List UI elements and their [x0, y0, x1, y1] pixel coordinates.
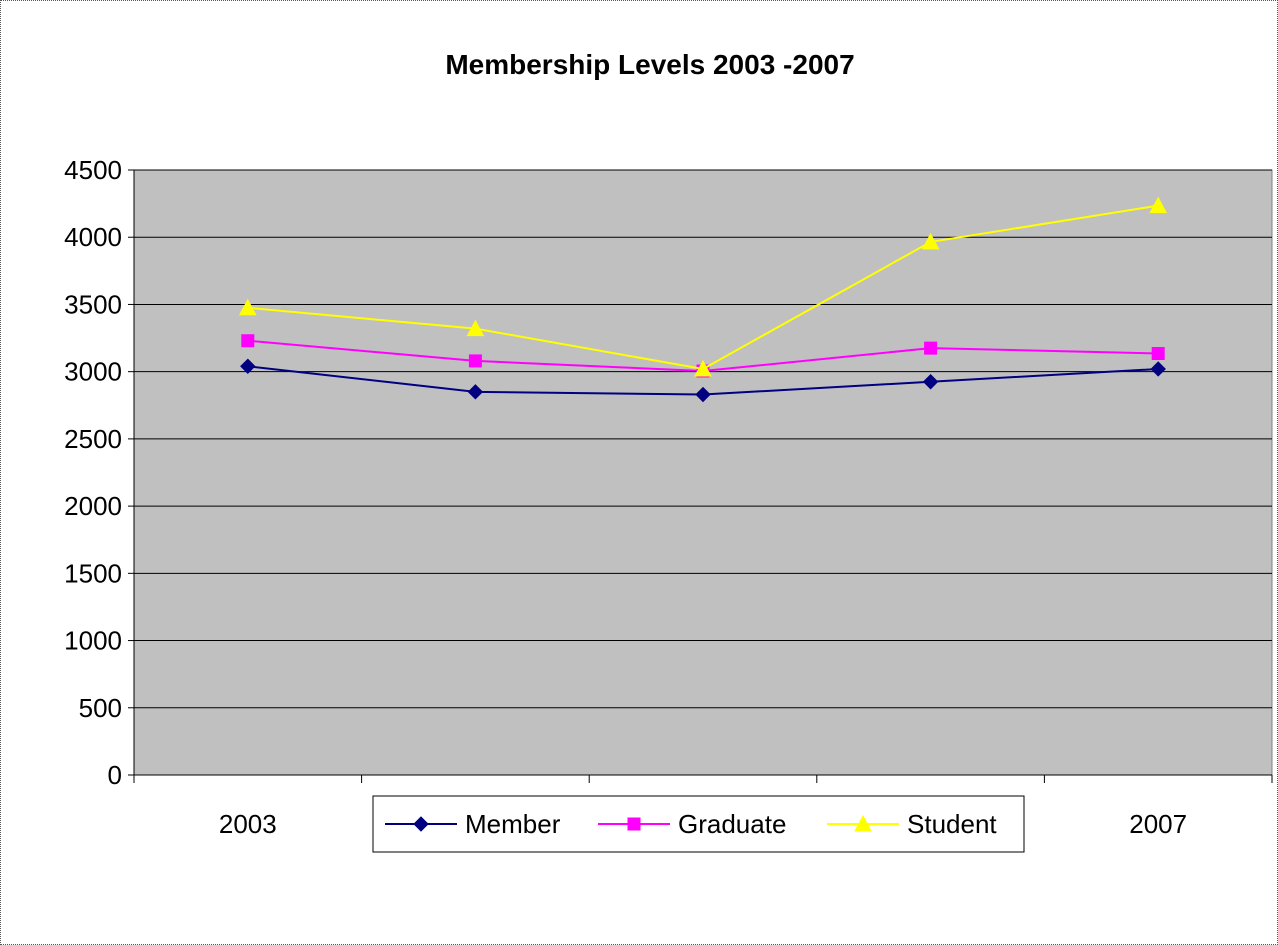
legend-label-member: Member — [465, 809, 561, 839]
legend: Member Graduate Student — [372, 795, 1025, 853]
y-tick-label: 500 — [79, 693, 122, 723]
legend-marker-graduate — [627, 817, 641, 831]
legend-box — [372, 795, 1025, 853]
data-point-member — [695, 386, 711, 403]
y-tick-label: 4000 — [64, 222, 122, 252]
data-point-graduate — [241, 334, 255, 348]
x-tick-label: 2003 — [219, 809, 277, 839]
y-tick-label: 3000 — [64, 357, 122, 387]
data-point-member — [922, 374, 939, 390]
data-point-member — [467, 384, 484, 400]
data-point-graduate — [468, 354, 482, 368]
data-point-graduate — [1151, 347, 1165, 361]
y-tick-label: 3500 — [64, 289, 122, 319]
data-point-student — [238, 298, 257, 316]
x-tick-label: 2007 — [1129, 809, 1187, 839]
data-point-member — [240, 358, 256, 374]
y-tick-label: 4500 — [64, 155, 122, 185]
legend-label-graduate: Graduate — [678, 809, 786, 839]
data-point-member — [1150, 361, 1166, 377]
data-point-graduate — [924, 341, 938, 355]
data-point-student — [1149, 196, 1168, 214]
y-tick-label: 1000 — [64, 626, 122, 656]
legend-label-student: Student — [907, 809, 997, 839]
legend-marker-student — [854, 814, 872, 832]
plot-area: 0 500 1000 1500 2000 2500 3000 3500 4000 4500 2003… — [64, 155, 1273, 839]
y-tick-label: 2000 — [64, 491, 122, 521]
data-point-student — [466, 319, 485, 337]
legend-marker-member — [413, 816, 429, 832]
data-point-student — [694, 359, 712, 377]
chart-title: Membership Levels 2003 -2007 — [445, 49, 854, 80]
y-tick-label: 1500 — [64, 558, 122, 588]
y-tick-label: 0 — [108, 760, 122, 790]
y-tick-label: 2500 — [64, 424, 122, 454]
plot-background — [133, 169, 1273, 776]
data-point-student — [921, 232, 940, 250]
